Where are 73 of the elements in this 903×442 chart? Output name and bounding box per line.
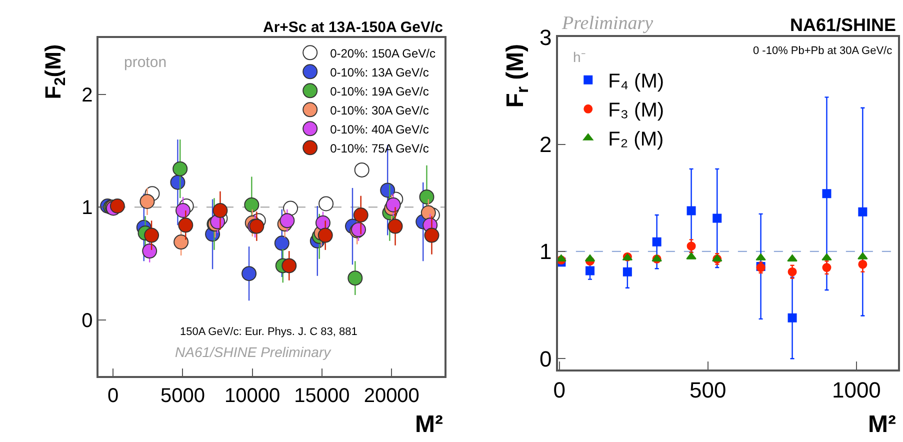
legend-label: F₂ (M) — [608, 128, 664, 151]
point — [170, 174, 186, 190]
x-tick-label: 500 — [690, 377, 726, 402]
point — [622, 267, 632, 276]
point — [274, 236, 290, 251]
chart-title: NA61/SHINE — [790, 15, 896, 35]
point — [140, 194, 155, 209]
y-tick-label: 0 — [540, 346, 552, 372]
point — [822, 189, 832, 198]
point — [348, 270, 363, 286]
point — [142, 244, 158, 259]
point — [318, 228, 333, 243]
legend-label: 0-10%: 13A GeV/c — [330, 65, 429, 80]
point — [686, 242, 696, 251]
point — [110, 198, 125, 214]
y-tick-label: 1 — [82, 197, 93, 220]
point — [176, 202, 191, 218]
point — [788, 267, 797, 276]
annotation: NA61/SHINE Preliminary — [175, 344, 332, 360]
point — [756, 253, 766, 260]
chart-title: Ar+Sc at 13A-150A GeV/c — [263, 19, 443, 36]
x-tick-label: 0 — [108, 384, 119, 407]
point — [144, 228, 160, 243]
x-axis-title: M² — [415, 411, 443, 438]
x-tick-label: 20000 — [364, 384, 420, 407]
point — [178, 218, 194, 233]
point — [424, 228, 440, 243]
x-axis-title: M² — [868, 411, 896, 438]
point — [388, 218, 403, 234]
point — [354, 162, 370, 178]
annotation: 150A GeV/c: Eur. Phys. J. C 83, 881 — [180, 326, 358, 338]
point — [858, 207, 868, 216]
point — [686, 206, 696, 216]
annotation: proton — [124, 54, 167, 71]
annotation: h⁻ — [573, 49, 586, 65]
point — [172, 161, 188, 176]
point — [858, 260, 868, 269]
point — [686, 252, 696, 260]
point — [282, 258, 297, 274]
x-tick-label: 10000 — [224, 384, 280, 407]
annotation: 0 -10% Pb+Pb at 30A GeV/c — [753, 45, 893, 57]
point — [822, 253, 832, 260]
point — [822, 263, 832, 272]
y-tick-label: 2 — [540, 132, 552, 158]
point — [586, 266, 594, 276]
point — [353, 208, 368, 222]
x-tick-label: 15000 — [294, 384, 350, 407]
point — [787, 254, 798, 262]
legend-label: 0-10%: 19A GeV/c — [330, 84, 429, 98]
legend-label: 0-10%: 30A GeV/c — [330, 103, 429, 118]
point — [280, 213, 295, 228]
text: Preliminary — [561, 13, 654, 34]
y-tick-label: 0 — [82, 310, 93, 332]
point — [212, 202, 228, 218]
point — [419, 189, 434, 204]
point — [652, 237, 662, 246]
point — [712, 214, 722, 223]
point — [174, 234, 189, 250]
point — [318, 196, 334, 212]
x-tick-label: 1000 — [832, 377, 881, 402]
y-tick-label: 2 — [82, 84, 93, 106]
legend-label: 0-10%: 40A GeV/c — [330, 122, 429, 136]
y-tick-label: 1 — [540, 239, 552, 264]
legend-label: 0-20%: 150A GeV/c — [330, 46, 436, 60]
x-tick-label: 5000 — [160, 384, 205, 407]
point — [244, 197, 260, 212]
legend-label: F₄ (M) — [608, 70, 664, 93]
point — [788, 313, 797, 322]
point — [242, 266, 257, 282]
point — [386, 197, 401, 212]
point — [858, 252, 868, 260]
legend-label: F₃ (M) — [608, 100, 664, 122]
y-tick-label: 3 — [540, 24, 552, 50]
